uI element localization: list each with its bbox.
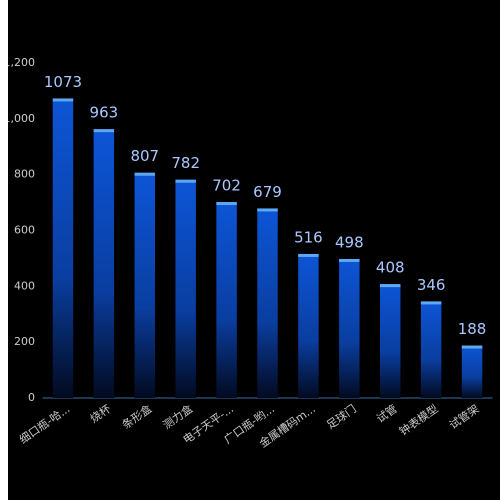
y-tick-label: 0 [28, 391, 35, 404]
y-tick-label: 1,200 [4, 56, 36, 69]
bar [134, 172, 155, 398]
bar [52, 98, 74, 399]
value-label: 807 [130, 147, 159, 165]
y-tick-label: 800 [14, 168, 35, 181]
bar [257, 208, 278, 398]
value-label: 516 [294, 228, 323, 246]
bar-cap [298, 253, 319, 257]
bar-cap [461, 345, 483, 349]
bar-cap [339, 258, 360, 262]
bar-cap [93, 129, 115, 133]
value-label: 702 [212, 177, 241, 195]
bar [175, 179, 196, 398]
bar-cap [175, 179, 196, 183]
value-label: 963 [90, 104, 119, 122]
value-label: 782 [171, 154, 200, 172]
bar-cap [216, 202, 237, 206]
value-label: 1073 [44, 73, 82, 91]
value-label: 498 [335, 233, 364, 251]
bar-cap [134, 172, 155, 176]
value-label: 346 [417, 276, 446, 294]
bar [216, 202, 237, 398]
bar-cap [257, 208, 278, 212]
bar-cap [420, 301, 442, 305]
y-tick-label: 600 [14, 224, 35, 237]
bar [93, 129, 115, 398]
value-label: 408 [376, 259, 405, 277]
bar [420, 301, 442, 398]
bar [298, 253, 319, 398]
bar [461, 345, 483, 398]
y-tick-label: 1,000 [4, 112, 36, 125]
left-strip [0, 0, 8, 500]
y-tick-label: 200 [14, 335, 35, 348]
bar [339, 258, 360, 398]
bar-cap [52, 98, 74, 102]
y-tick-label: 400 [14, 279, 35, 292]
bar [380, 284, 401, 398]
bar-cap [380, 284, 401, 288]
value-label: 679 [253, 183, 282, 201]
value-label: 188 [458, 320, 487, 338]
